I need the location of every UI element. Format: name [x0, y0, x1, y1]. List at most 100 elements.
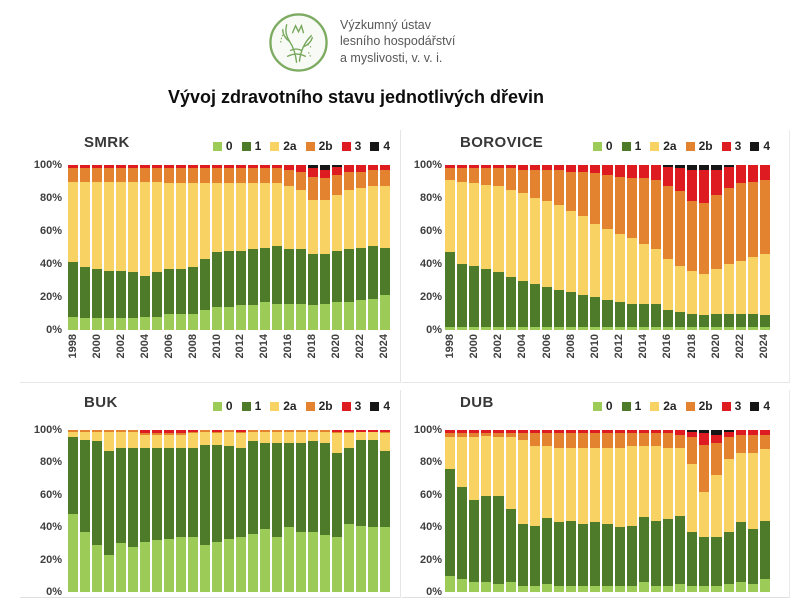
segment-2b: [541, 433, 552, 447]
segment-3: [308, 168, 318, 177]
segment-1: [747, 313, 758, 327]
segment-0: [566, 326, 577, 330]
x-tick-label: 2000: [468, 334, 481, 359]
segment-2b: [457, 168, 468, 182]
x-tick-label: 1998: [444, 334, 456, 359]
segment-2b: [188, 431, 198, 434]
segment-2a: [481, 184, 492, 269]
segment-1: [566, 292, 577, 327]
segment-1: [457, 264, 468, 327]
segment-0: [80, 318, 90, 330]
segment-2a: [80, 181, 90, 268]
y-tick-label: 60%: [419, 225, 442, 237]
segment-2a: [140, 181, 150, 276]
x-tick-slot: [248, 334, 257, 380]
bar-2015: [650, 165, 661, 330]
legend-swatch-icon: [341, 401, 351, 411]
segment-3: [152, 165, 162, 169]
bar-2008: [188, 430, 198, 592]
bar-2012: [236, 430, 246, 592]
segment-2b: [759, 434, 770, 450]
segment-3: [747, 430, 758, 435]
chart-title-smrk: SMRK: [84, 134, 130, 151]
segment-1: [308, 441, 318, 533]
segment-2a: [735, 452, 746, 523]
x-tick-slot: 2014: [258, 334, 270, 380]
segment-3: [759, 430, 770, 435]
segment-0: [164, 313, 174, 330]
segment-3: [614, 430, 625, 434]
segment-3: [284, 165, 294, 170]
segment-0: [260, 301, 270, 330]
segment-1: [469, 265, 480, 327]
bar-2006: [541, 430, 552, 592]
segment-2a: [638, 446, 649, 518]
segment-2a: [320, 199, 330, 255]
segment-0: [578, 326, 589, 330]
bar-2013: [626, 165, 637, 330]
x-axis: 1998 2000 2002 2004 2006 2008 2010 2012 2014 2016…: [444, 334, 770, 380]
segment-2a: [650, 249, 661, 304]
x-tick-label: 2006: [540, 334, 553, 359]
legend-swatch-icon: [592, 141, 602, 151]
segment-1: [687, 313, 698, 327]
legend-label: 1: [254, 139, 262, 153]
segment-2a: [188, 433, 198, 448]
bar-2022: [735, 165, 746, 330]
segment-2b: [140, 168, 150, 182]
x-tick-label: 2022: [354, 334, 367, 359]
bar-2018: [308, 165, 318, 330]
chart-legend: 0 1 2a 2b 3 4: [212, 139, 390, 153]
segment-3: [602, 165, 613, 175]
segment-2a: [356, 431, 366, 440]
segment-2b: [650, 433, 661, 447]
segment-2b: [320, 430, 330, 432]
segment-2b: [344, 431, 354, 434]
segment-0: [566, 585, 577, 592]
segment-1: [248, 249, 258, 306]
segment-0: [224, 538, 234, 592]
bar-2004: [517, 430, 528, 592]
segment-0: [140, 541, 150, 592]
segment-2b: [248, 430, 258, 432]
segment-2b: [128, 168, 138, 182]
bar-2019: [320, 430, 330, 592]
legend-swatch-icon: [750, 141, 760, 151]
bar-2014: [260, 430, 270, 592]
segment-3: [332, 430, 342, 432]
legend-swatch-icon: [370, 141, 380, 151]
legend-label: 0: [225, 399, 233, 413]
segment-2b: [529, 169, 540, 199]
chart-legend: 0 1 2a 2b 3 4: [212, 399, 390, 413]
segment-2b: [723, 188, 734, 265]
segment-1: [505, 277, 516, 327]
segment-2a: [650, 446, 661, 521]
segment-1: [505, 509, 516, 583]
x-tick-label: 2024: [377, 334, 390, 359]
segment-0: [296, 303, 306, 330]
segment-2a: [116, 431, 126, 448]
segment-3: [747, 165, 758, 182]
x-tick-slot: 2022: [734, 334, 746, 380]
segment-1: [92, 268, 102, 319]
segment-2b: [260, 430, 270, 432]
x-tick-slot: 2018: [686, 334, 698, 380]
x-tick-slot: [579, 334, 588, 380]
segment-2a: [128, 431, 138, 448]
bar-2017: [296, 430, 306, 592]
segment-2b: [553, 433, 565, 448]
segment-1: [445, 252, 456, 327]
segment-1: [723, 532, 734, 584]
segment-2b: [493, 433, 504, 437]
segment-3: [176, 430, 186, 434]
x-tick-label: 2008: [186, 334, 199, 359]
segment-1: [493, 272, 504, 327]
segment-2b: [662, 433, 674, 448]
segment-0: [128, 546, 138, 592]
segment-2b: [590, 173, 601, 225]
segment-2b: [308, 430, 318, 432]
segment-1: [140, 447, 150, 542]
chart-panel-buk: BUK 0 1 2a 2b 3 4 100% 80% 60% 40% 20% 0%: [20, 390, 401, 598]
segment-2b: [517, 433, 528, 440]
segment-2a: [529, 198, 540, 284]
